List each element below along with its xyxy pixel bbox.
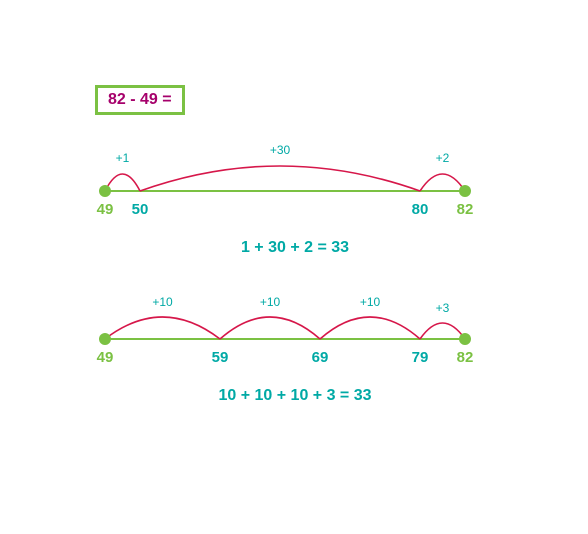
arc-label: +10 [360, 295, 380, 309]
jump-arc [105, 317, 220, 339]
arc-label: +1 [116, 151, 130, 165]
equation-2: 10 + 10 + 10 + 3 = 33 [95, 387, 495, 405]
endpoint-dot [99, 333, 111, 345]
point-label: 49 [97, 349, 114, 366]
point-label: 80 [412, 201, 429, 218]
arc-label: +30 [270, 143, 290, 157]
jump-arc [140, 166, 420, 191]
endpoint-dot [99, 185, 111, 197]
point-label: 79 [412, 349, 429, 366]
jump-arc [320, 317, 420, 339]
jump-arc [420, 174, 465, 191]
point-label: 82 [457, 201, 474, 218]
equation-1: 1 + 30 + 2 = 33 [95, 239, 495, 257]
problem-box: 82 - 49 = [95, 85, 185, 115]
number-line-diagram-2: +10 +10 +10 +3 49 59 69 79 82 [95, 289, 495, 369]
jump-arc [420, 323, 465, 339]
jump-arc [220, 317, 320, 339]
point-label: 69 [312, 349, 329, 366]
endpoint-dot [459, 185, 471, 197]
endpoint-dot [459, 333, 471, 345]
arc-label: +10 [152, 295, 172, 309]
number-line-diagram-1: +1 +30 +2 49 50 80 82 [95, 141, 495, 221]
arc-label: +10 [260, 295, 280, 309]
point-label: 49 [97, 201, 114, 218]
main-container: 82 - 49 = +1 +30 +2 49 50 80 82 1 + 30 + 2 = 3… [95, 85, 495, 405]
arc-label: +2 [436, 151, 450, 165]
point-label: 59 [212, 349, 229, 366]
arc-label: +3 [436, 301, 450, 315]
point-label: 82 [457, 349, 474, 366]
point-label: 50 [132, 201, 149, 218]
